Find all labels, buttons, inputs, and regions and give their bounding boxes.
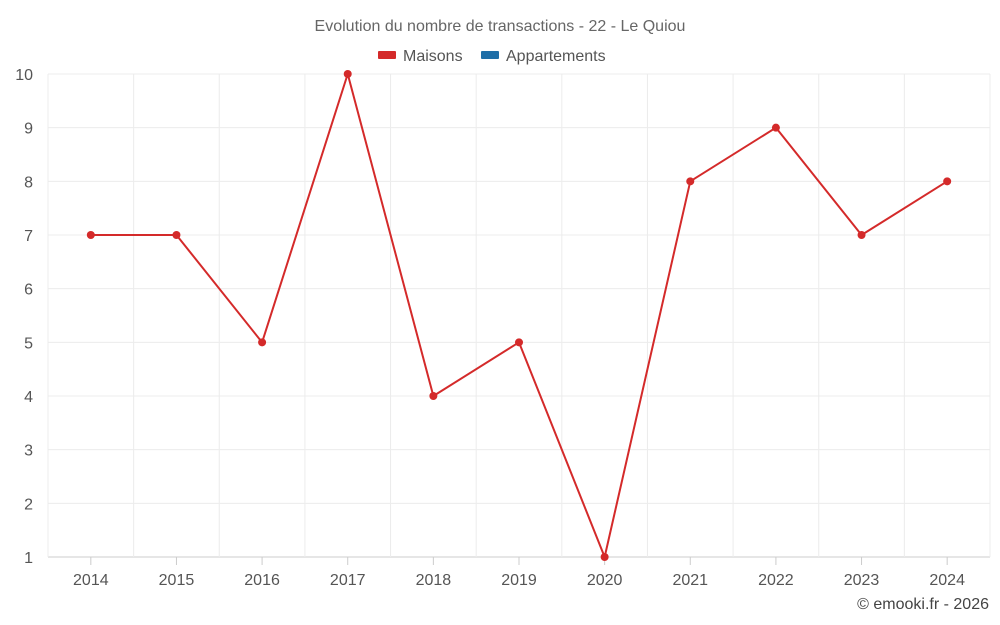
- y-tick-label: 10: [15, 67, 33, 84]
- x-tick-label: 2021: [672, 572, 708, 589]
- data-point[interactable]: [771, 123, 780, 132]
- x-tick-label: 2017: [330, 572, 366, 589]
- y-tick-label: 7: [24, 228, 33, 245]
- y-axis: 1 2 3 4 5 6 7 8 9 10: [15, 67, 33, 567]
- x-tick-label: 2018: [416, 572, 452, 589]
- y-tick-label: 4: [24, 389, 33, 406]
- x-tick-label: 2022: [758, 572, 794, 589]
- y-tick-label: 8: [24, 174, 33, 191]
- legend-item-maisons[interactable]: Maisons: [378, 48, 463, 65]
- legend: Maisons Appartements: [378, 48, 606, 65]
- x-axis: 2014 2015 2016 2017 2018 2019 2020 2021 2022 2023…: [73, 557, 965, 589]
- data-point[interactable]: [343, 70, 352, 78]
- x-tick-label: 2015: [159, 572, 195, 589]
- data-point[interactable]: [172, 231, 181, 239]
- y-tick-label: 3: [24, 443, 33, 460]
- legend-label-appartements: Appartements: [506, 48, 606, 65]
- y-tick-label: 9: [24, 121, 33, 138]
- data-point[interactable]: [429, 392, 438, 400]
- grid: [47, 73, 991, 558]
- x-tick-label: 2024: [929, 572, 965, 589]
- credit-text[interactable]: © emooki.fr - 2026: [857, 596, 989, 613]
- legend-swatch-appartements: [481, 51, 499, 59]
- x-tick-label: 2020: [587, 572, 623, 589]
- chart-title: Evolution du nombre de transactions - 22…: [315, 18, 686, 35]
- x-tick-label: 2016: [244, 572, 280, 589]
- y-tick-label: 6: [24, 282, 33, 299]
- data-point[interactable]: [86, 231, 95, 239]
- data-point[interactable]: [686, 177, 695, 186]
- x-tick-label: 2014: [73, 572, 109, 589]
- series-maisons: [86, 70, 952, 561]
- y-tick-label: 2: [24, 496, 33, 513]
- legend-item-appartements[interactable]: Appartements: [481, 48, 606, 65]
- y-tick-label: 1: [24, 550, 33, 567]
- data-point[interactable]: [258, 338, 267, 347]
- x-tick-label: 2019: [501, 572, 537, 589]
- y-tick-label: 5: [24, 335, 33, 352]
- legend-label-maisons: Maisons: [403, 48, 463, 65]
- legend-swatch-maisons: [378, 51, 396, 59]
- data-point[interactable]: [857, 231, 866, 239]
- data-point[interactable]: [600, 553, 609, 561]
- data-point[interactable]: [943, 177, 952, 186]
- x-tick-label: 2023: [844, 572, 880, 589]
- data-point[interactable]: [515, 338, 523, 347]
